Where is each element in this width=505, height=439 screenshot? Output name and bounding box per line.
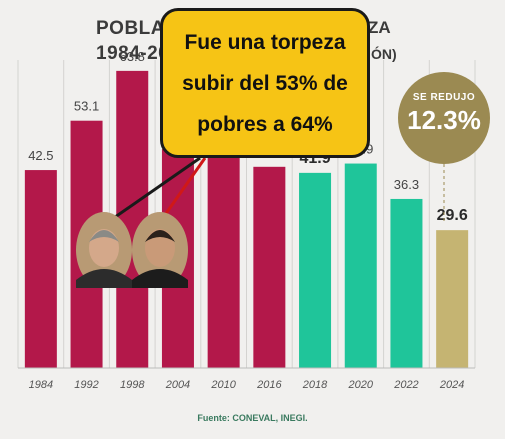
data-label: 29.6: [437, 207, 468, 224]
bubble-pointer-red: [158, 157, 207, 223]
badge-caption: SE REDUJO: [412, 92, 476, 103]
bar-1998: [116, 70, 149, 369]
x-tick-label: 1984: [29, 379, 53, 391]
x-tick-label: 2022: [393, 379, 418, 391]
x-tick-label: 2020: [348, 379, 374, 391]
chart-title-line1-right: ZA: [368, 18, 391, 37]
portrait-right: [132, 212, 188, 288]
bar-1984: [24, 170, 57, 368]
x-tick-label: 2004: [165, 379, 190, 391]
data-label: 36.3: [394, 177, 419, 192]
portrait-left: [76, 212, 132, 288]
bubble-line-2: subir del 53% de: [182, 71, 348, 95]
chart-title-line1: POBLAC: [96, 18, 180, 39]
bar-2018: [299, 172, 332, 368]
bar-2022: [390, 198, 423, 368]
badge-value: 12.3%: [407, 105, 481, 135]
x-tick-label: 2024: [439, 379, 464, 391]
bubble-pointer-black: [107, 156, 201, 224]
reduction-badge: SE REDUJO 12.3%: [398, 72, 490, 164]
x-tick-label: 2018: [302, 379, 328, 391]
bubble-line-3: pobres a 64%: [197, 112, 333, 136]
bubble-line-1: Fue una torpeza: [184, 30, 346, 54]
chart-title-line2: 1984-20: [96, 43, 170, 64]
x-tick-label: 2010: [210, 379, 236, 391]
speech-bubble: Fue una torpeza subir del 53% de pobres …: [160, 8, 370, 158]
bar-2024: [436, 230, 469, 368]
x-tick-label: 1992: [74, 379, 98, 391]
chart-title-line2-right: ÓN): [371, 46, 397, 62]
x-tick-label: 2016: [256, 379, 282, 391]
data-label: 42.5: [28, 148, 53, 163]
bar-2010: [207, 153, 240, 368]
x-tick-label: 1998: [120, 379, 145, 391]
data-label: 53.1: [74, 99, 99, 114]
bar-2020: [344, 163, 377, 368]
bar-2016: [253, 166, 286, 368]
source-note: Fuente: CONEVAL, INEGI.: [197, 413, 308, 423]
data-label: 63.8: [120, 49, 145, 64]
